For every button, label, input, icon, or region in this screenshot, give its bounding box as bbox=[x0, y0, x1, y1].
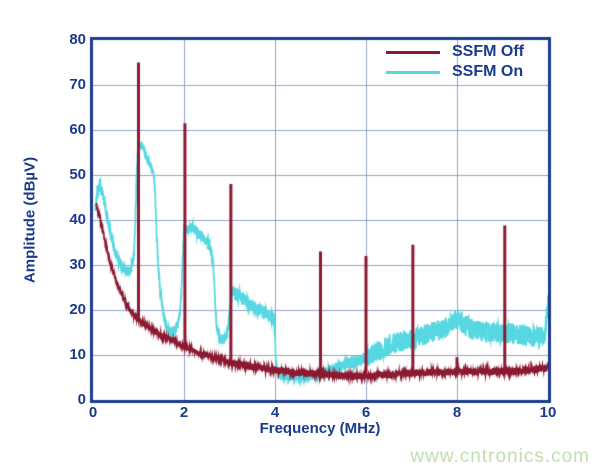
y-axis-title: Amplitude (dBµV) bbox=[21, 156, 39, 284]
legend-swatch-ssfm-on-icon bbox=[386, 70, 440, 74]
x-tick-label: 6 bbox=[361, 404, 371, 421]
y-tick-label: 50 bbox=[69, 166, 86, 183]
x-tick-label: 2 bbox=[179, 404, 189, 421]
y-tick-label: 60 bbox=[69, 121, 86, 138]
x-tick-label: 10 bbox=[539, 404, 557, 421]
legend: SSFM Off SSFM On bbox=[386, 42, 524, 82]
y-tick-label: 0 bbox=[77, 391, 86, 408]
legend-item-ssfm-on: SSFM On bbox=[386, 62, 524, 82]
watermark: www.cntronics.com bbox=[410, 446, 590, 467]
y-tick-label: 30 bbox=[69, 256, 86, 273]
y-tick-label: 70 bbox=[69, 76, 86, 93]
y-tick-label: 20 bbox=[69, 301, 86, 318]
legend-item-ssfm-off: SSFM Off bbox=[386, 42, 524, 62]
x-tick-label: 0 bbox=[88, 404, 98, 421]
legend-swatch-ssfm-off-icon bbox=[386, 50, 440, 54]
legend-label-ssfm-on: SSFM On bbox=[452, 63, 524, 80]
x-tick-label: 8 bbox=[452, 404, 462, 421]
legend-label-ssfm-off: SSFM Off bbox=[452, 43, 524, 60]
x-axis-title: Frequency (MHz) bbox=[259, 420, 381, 437]
y-tick-label: 10 bbox=[69, 346, 86, 363]
y-tick-label: 80 bbox=[69, 31, 86, 48]
x-tick-label: 4 bbox=[270, 404, 280, 421]
y-tick-label: 40 bbox=[69, 211, 86, 228]
